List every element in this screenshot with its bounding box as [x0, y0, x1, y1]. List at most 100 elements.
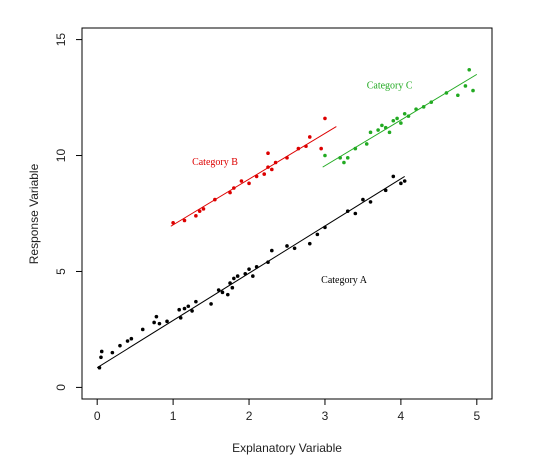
category-b-point: [296, 146, 301, 151]
category-c-label: Category C: [367, 80, 413, 91]
category-a-point: [157, 321, 162, 326]
category-a-point: [399, 181, 403, 186]
category-a-point: [368, 200, 373, 204]
category-a-point: [235, 274, 240, 278]
category-b-point: [182, 218, 187, 223]
category-a-fit-line: [96, 175, 405, 369]
category-b-point: [270, 167, 274, 172]
category-a-point: [391, 174, 396, 179]
category-c-point: [387, 130, 392, 135]
category-c-point: [391, 118, 396, 123]
category-a-point: [177, 307, 181, 312]
category-c-point: [471, 88, 475, 93]
category-a-point: [97, 365, 102, 370]
category-a-point: [216, 288, 221, 292]
category-a-point: [165, 319, 169, 324]
category-b-point: [266, 165, 270, 169]
category-a-point: [220, 290, 225, 295]
category-a-point: [251, 274, 255, 278]
category-a-label: Category A: [321, 275, 368, 286]
category-c-point: [353, 146, 358, 151]
category-c-point: [414, 107, 418, 111]
category-c-point: [323, 153, 327, 158]
category-a-point: [307, 241, 312, 246]
category-b-point: [319, 146, 323, 151]
category-b-point: [307, 135, 312, 139]
category-a-point: [254, 265, 259, 269]
category-c-point: [364, 142, 369, 146]
y-tick-label: 0: [54, 384, 68, 391]
category-c-point: [406, 114, 411, 118]
category-c-point: [421, 105, 426, 109]
category-a-point: [292, 246, 297, 251]
category-a-point: [243, 271, 248, 276]
x-tick-label: 3: [322, 409, 329, 423]
fit-lines: [96, 73, 478, 369]
category-b-point: [239, 179, 244, 183]
category-a-point: [345, 209, 350, 213]
category-b-point: [323, 116, 327, 121]
category-a-point: [353, 211, 358, 216]
category-c-point: [338, 156, 342, 160]
category-c-point: [380, 123, 384, 128]
category-a-point: [194, 299, 198, 304]
x-axis: 0 1 2 3 4 5: [94, 399, 480, 423]
category-b-point: [304, 144, 308, 149]
category-b-point: [197, 209, 202, 213]
category-b-point: [262, 172, 267, 176]
y-axis-label: Response Variable: [27, 163, 41, 264]
category-c-point: [345, 156, 350, 160]
x-axis-label: Explanatory Variable: [232, 441, 342, 455]
category-a-point: [402, 179, 407, 183]
category-a-point: [154, 314, 159, 319]
category-a-point: [266, 260, 270, 264]
data-points: [97, 67, 475, 370]
category-b-point: [273, 160, 278, 165]
category-c-point: [399, 121, 403, 125]
category-a-point: [118, 343, 122, 348]
category-a-point: [140, 327, 145, 332]
category-c-point: [429, 100, 434, 104]
x-tick-label: 4: [398, 409, 405, 423]
category-c-fit-line: [322, 73, 478, 168]
category-a-point: [228, 281, 232, 285]
category-b-point: [228, 190, 232, 195]
category-a-point: [232, 276, 236, 281]
category-b-point: [194, 214, 198, 218]
category-a-point: [182, 306, 187, 311]
plot-frame: [81, 27, 493, 400]
y-tick-label: 5: [54, 268, 68, 275]
x-tick-label: 0: [94, 409, 101, 423]
category-b-point: [285, 156, 289, 160]
category-c-point: [402, 111, 407, 116]
category-a-point: [323, 225, 327, 230]
category-a-point: [270, 248, 274, 253]
category-a-point: [230, 285, 235, 290]
category-c-point: [383, 125, 388, 130]
category-a-point: [178, 316, 183, 320]
category-c-point: [467, 67, 472, 72]
category-a-point: [129, 336, 134, 341]
category-b-fit-line: [170, 126, 337, 227]
category-c-point: [444, 91, 449, 95]
y-axis: 0 5 10 15: [54, 33, 82, 391]
x-tick-label: 1: [170, 409, 177, 423]
x-tick-label: 5: [473, 409, 480, 423]
category-a-point: [285, 244, 289, 248]
category-b-label: Category B: [192, 157, 238, 168]
category-labels: Category A Category B Category C: [192, 80, 413, 286]
category-b-point: [201, 207, 206, 211]
category-a-point: [152, 320, 156, 325]
category-c-point: [342, 160, 346, 165]
y-tick-label: 15: [54, 33, 68, 47]
category-b-point: [266, 151, 270, 156]
category-c-point: [368, 130, 373, 135]
category-b-point: [171, 220, 175, 225]
category-a-point: [125, 339, 130, 343]
category-b-point: [232, 186, 236, 190]
category-a-point: [209, 302, 213, 306]
category-a-point: [99, 349, 104, 354]
category-a-point: [247, 267, 251, 271]
category-c-point: [463, 84, 468, 88]
